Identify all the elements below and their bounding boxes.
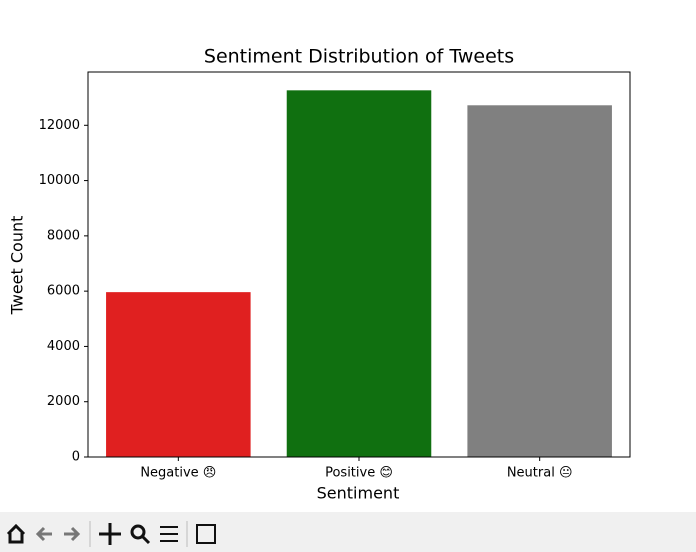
y-axis-label: Tweet Count bbox=[8, 216, 27, 316]
save-button[interactable] bbox=[196, 524, 216, 544]
y-tick-label: 12000 bbox=[39, 118, 80, 133]
configure-button[interactable] bbox=[160, 526, 178, 542]
bar bbox=[467, 105, 612, 457]
chart-title: Sentiment Distribution of Tweets bbox=[204, 46, 514, 68]
toolbar bbox=[0, 512, 696, 552]
back-button[interactable] bbox=[35, 526, 52, 542]
zoom-handle bbox=[141, 535, 151, 545]
x-tick-label: Neutral 😐 bbox=[507, 466, 573, 481]
plot-frame bbox=[87, 71, 631, 458]
pan-button[interactable] bbox=[99, 523, 121, 545]
y-tick-label: 2000 bbox=[47, 394, 80, 409]
x-axis-label: Sentiment bbox=[317, 484, 400, 503]
y-tick-label: 0 bbox=[72, 450, 80, 465]
bar bbox=[286, 90, 432, 457]
toolbar-icons bbox=[6, 521, 216, 547]
x-tick-label: Positive 😊 bbox=[325, 466, 393, 481]
bar bbox=[106, 292, 251, 457]
y-tick-label: 4000 bbox=[47, 339, 80, 354]
home-button[interactable] bbox=[6, 523, 26, 544]
zoom-button[interactable] bbox=[130, 524, 146, 540]
y-tick-label: 8000 bbox=[47, 228, 80, 243]
x-tick-label: Negative 😠 bbox=[140, 466, 216, 481]
y-tick-label: 10000 bbox=[39, 173, 80, 188]
y-tick-label: 6000 bbox=[47, 284, 80, 299]
forward-button[interactable] bbox=[64, 526, 81, 542]
